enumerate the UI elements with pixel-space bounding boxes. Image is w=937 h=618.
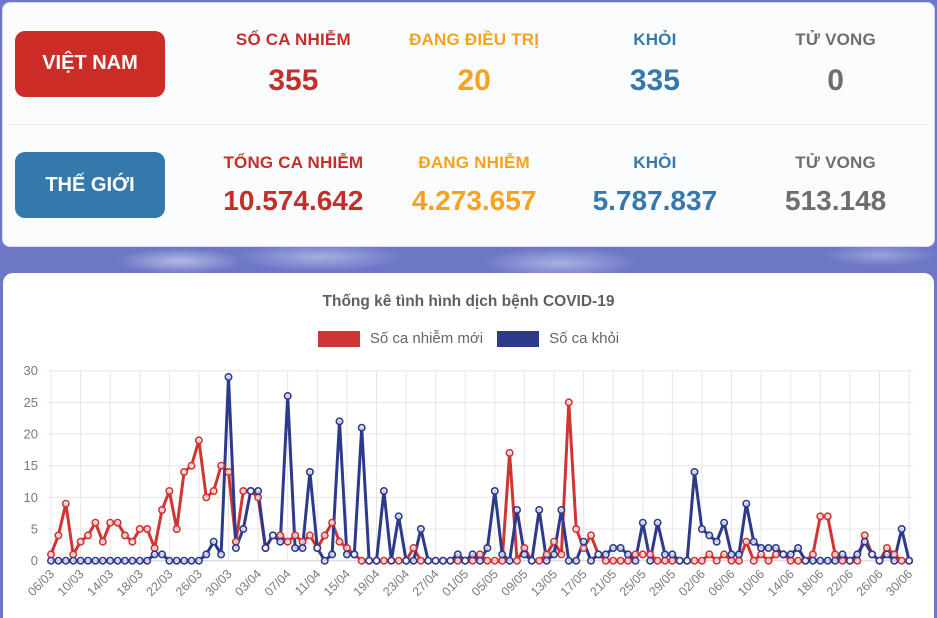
svg-text:09/05: 09/05: [499, 567, 531, 599]
legend-item-new-cases[interactable]: Số ca nhiễm mới: [317, 330, 484, 347]
stat-world-infected: ĐANG NHIỄM 4.273.657: [384, 153, 565, 217]
stat-vietnam-cases: SỐ CA NHIỄM 355: [203, 30, 384, 98]
summary-card: VIỆT NAM SỐ CA NHIỄM 355 ĐANG ĐIỀU TRỊ 2…: [2, 2, 935, 247]
svg-text:18/03: 18/03: [114, 567, 146, 599]
vietnam-row: VIỆT NAM SỐ CA NHIỄM 355 ĐANG ĐIỀU TRỊ 2…: [3, 3, 934, 124]
svg-text:5: 5: [31, 522, 38, 537]
svg-text:27/04: 27/04: [410, 567, 442, 599]
vietnam-button-wrap: VIỆT NAM: [11, 30, 203, 97]
stat-label: TỬ VONG: [795, 153, 876, 172]
stat-world-cases: TỔNG CA NHIỄM 10.574.642: [203, 153, 384, 217]
svg-text:14/03: 14/03: [84, 567, 116, 599]
stat-label: KHỎI: [633, 29, 677, 49]
legend-label: Số ca nhiễm mới: [369, 330, 484, 347]
svg-text:26/03: 26/03: [173, 567, 205, 599]
stat-vietnam-treating: ĐANG ĐIỀU TRỊ 20: [384, 30, 565, 98]
legend-item-recovered[interactable]: Số ca khỏi: [497, 330, 619, 347]
svg-text:07/04: 07/04: [262, 567, 294, 599]
row-divider: [9, 124, 928, 125]
chart-card: 0 5 10 15 20 25 30 06/03 10/03 14/03 18/03 22/03 26/…: [3, 273, 934, 618]
svg-text:14/06: 14/06: [765, 567, 797, 599]
svg-text:05/05: 05/05: [469, 567, 501, 599]
stat-value: 0: [827, 63, 844, 97]
stat-vietnam-deaths: TỬ VONG 0: [745, 30, 926, 98]
svg-text:10/03: 10/03: [55, 567, 87, 599]
svg-text:02/06: 02/06: [676, 567, 708, 599]
svg-text:15: 15: [24, 458, 38, 473]
stat-value: 4.273.657: [411, 185, 537, 216]
covid-line-chart: 05101520253006/0310/0314/0318/0322/0326/…: [24, 363, 916, 599]
svg-text:13/05: 13/05: [528, 567, 560, 599]
chart-title: Thống kê tình hình dịch bệnh COVID-19: [322, 293, 615, 310]
svg-text:0: 0: [31, 553, 38, 568]
vietnam-button[interactable]: VIỆT NAM: [15, 30, 165, 97]
svg-text:30: 30: [24, 363, 38, 378]
recovered-swatch: [497, 330, 540, 347]
stat-label: KHỎI: [633, 153, 677, 172]
svg-text:30/03: 30/03: [203, 567, 235, 599]
svg-text:10: 10: [24, 490, 38, 505]
new-cases-swatch: [317, 330, 360, 347]
svg-text:26/06: 26/06: [854, 567, 886, 599]
legend-label: Số ca khỏi: [549, 330, 620, 347]
svg-text:06/03: 06/03: [25, 567, 57, 599]
chart-legend: Số ca nhiễm mới Số ca khỏi: [3, 330, 934, 347]
stat-label: ĐANG NHIỄM: [418, 153, 530, 172]
world-row: THẾ GIỚI TỔNG CA NHIỄM 10.574.642 ĐANG N…: [3, 125, 934, 245]
stat-label: TỬ VONG: [795, 29, 876, 49]
stat-value: 20: [457, 63, 491, 97]
svg-text:15/04: 15/04: [321, 567, 353, 599]
stat-label: SỐ CA NHIỄM: [235, 29, 351, 49]
svg-text:29/05: 29/05: [646, 567, 678, 599]
svg-text:23/04: 23/04: [380, 567, 412, 599]
svg-text:06/06: 06/06: [706, 567, 738, 599]
svg-text:17/05: 17/05: [558, 567, 590, 599]
svg-text:22/06: 22/06: [824, 567, 856, 599]
svg-text:11/04: 11/04: [292, 567, 323, 598]
stat-value: 335: [629, 63, 680, 97]
svg-text:30/06: 30/06: [883, 567, 915, 599]
stat-label: ĐANG ĐIỀU TRỊ: [409, 29, 540, 49]
stat-value: 513.148: [785, 185, 887, 216]
svg-text:18/06: 18/06: [794, 567, 826, 599]
background-image-band: [0, 247, 937, 273]
stat-label: TỔNG CA NHIỄM: [223, 153, 364, 172]
svg-text:19/04: 19/04: [351, 567, 383, 599]
world-button-wrap: THẾ GIỚI: [11, 152, 203, 218]
svg-text:01/05: 01/05: [439, 567, 471, 599]
svg-text:25/05: 25/05: [617, 567, 649, 599]
stat-value: 5.787.837: [592, 185, 718, 216]
svg-text:20: 20: [24, 427, 38, 442]
stat-value: 355: [268, 63, 319, 97]
stat-world-recovered: KHỎI 5.787.837: [565, 153, 746, 217]
svg-text:22/03: 22/03: [144, 567, 176, 599]
stat-world-deaths: TỬ VONG 513.148: [745, 153, 926, 217]
world-button[interactable]: THẾ GIỚI: [15, 152, 165, 218]
stat-value: 10.574.642: [223, 185, 364, 216]
svg-text:03/04: 03/04: [232, 567, 264, 599]
stat-vietnam-recovered: KHỎI 335: [565, 30, 746, 98]
svg-text:10/06: 10/06: [735, 567, 767, 599]
svg-text:21/05: 21/05: [587, 567, 619, 599]
svg-text:25: 25: [24, 395, 38, 410]
